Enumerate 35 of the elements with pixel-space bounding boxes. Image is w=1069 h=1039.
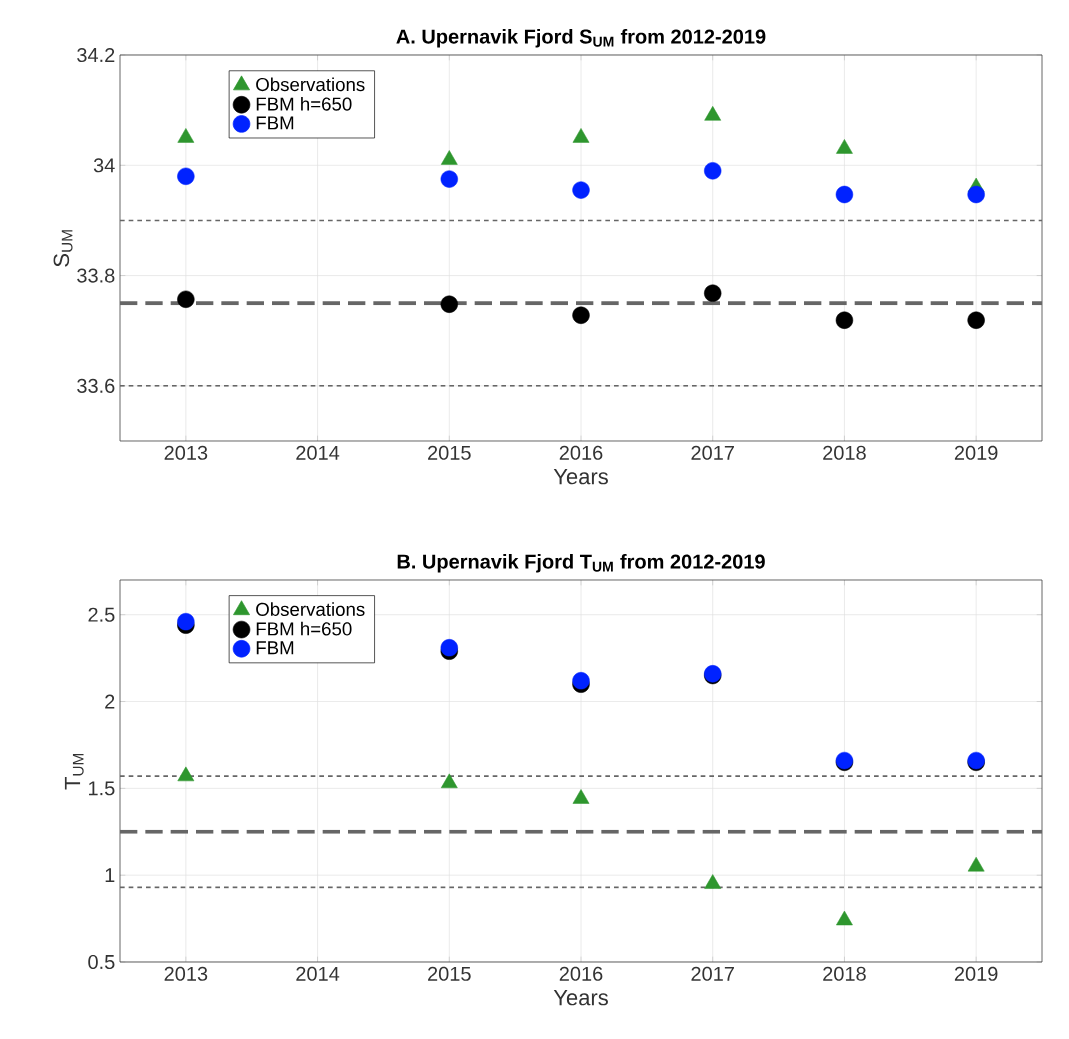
chart-title: B. Upernavik Fjord T$_{UM}$ from 2012-2019 [397, 553, 765, 573]
chart-title: A. Upernavik Fjord S$_{UM}$ from 2012-2019 [396, 28, 766, 48]
x-tick-label: 2017 [691, 445, 734, 460]
legend-label: FBM [256, 641, 294, 655]
legend-label: FBM [256, 116, 294, 130]
x-tick-label: 2014 [296, 966, 340, 981]
x-axis-title: Years [553, 990, 608, 1006]
y-tick-label: 34 [93, 158, 115, 173]
y-axis-title: S$_{UM}$ [53, 230, 73, 267]
x-axis-title: Years [553, 469, 608, 485]
legend-label: Observations [256, 77, 365, 92]
legend-label: FBM h=650 [256, 96, 352, 111]
y-axis-title: T$_{UM}$ [64, 753, 84, 790]
y-tick-label: 33.8 [77, 268, 115, 283]
x-tick-label: 2015 [428, 966, 471, 981]
x-tick-label: 2019 [954, 966, 998, 981]
x-tick-label: 2013 [164, 445, 208, 460]
x-tick-label: 2015 [428, 445, 471, 460]
x-tick-label: 2017 [691, 966, 734, 981]
y-tick-label: 1 [105, 868, 115, 883]
y-tick-label: 2 [105, 694, 115, 709]
y-tick-label: 34.2 [77, 47, 115, 63]
x-tick-label: 2014 [296, 445, 340, 460]
x-tick-label: 2016 [559, 966, 603, 981]
y-tick-label: 1.5 [89, 781, 115, 796]
x-tick-label: 2016 [559, 445, 603, 460]
y-tick-label: 33.6 [77, 378, 115, 393]
legend-label: FBM h=650 [256, 621, 352, 636]
legend-label: Observations [256, 602, 365, 616]
x-tick-label: 2013 [164, 966, 208, 981]
y-tick-label: 0.5 [88, 954, 115, 970]
y-tick-label: 2.5 [88, 607, 115, 622]
x-tick-label: 2018 [823, 966, 866, 981]
x-tick-label: 2019 [954, 445, 998, 460]
x-tick-label: 2018 [823, 445, 866, 460]
